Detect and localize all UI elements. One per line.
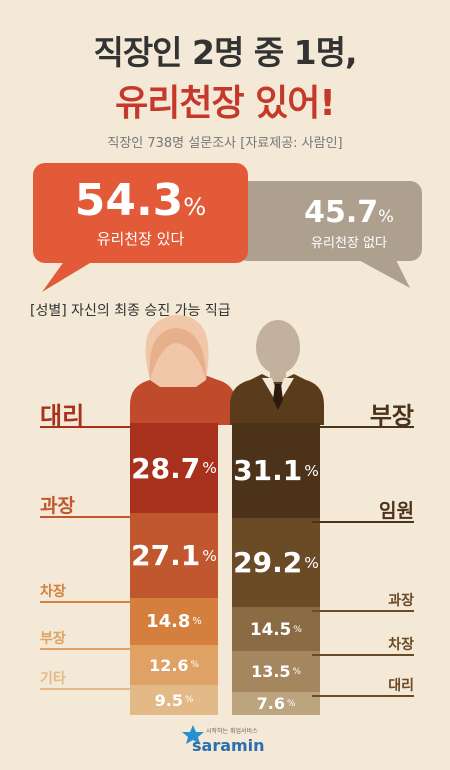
leader-line-female-4: [40, 688, 138, 690]
category-label-male-4: 대리: [388, 678, 414, 694]
bar-value-female-3: 12.6: [149, 655, 189, 675]
category-label-female-2: 차장: [40, 584, 66, 600]
bar-unit: %: [184, 695, 194, 705]
bar-value-male-4: 7.6: [256, 694, 285, 713]
bar-segment-female-0: 28.7%: [130, 423, 218, 513]
bar-segment-male-4: 7.6%: [232, 692, 320, 715]
leader-line-male-0: [312, 426, 414, 428]
bar-segment-male-1: 29.2%: [232, 518, 320, 607]
bar-unit: %: [202, 459, 217, 477]
star-icon: [182, 725, 204, 744]
title-line-1: 직장인 2명 중 1명,: [93, 33, 357, 72]
category-label-female-3: 부장: [40, 631, 66, 647]
red-bubble-tail: [42, 260, 95, 292]
bar-unit: %: [286, 698, 296, 709]
category-label-female-1: 과장: [40, 495, 75, 517]
category-label-male-1: 임원: [379, 500, 414, 522]
bar-value-female-2: 14.8: [146, 611, 191, 632]
leader-line-female-0: [40, 426, 138, 428]
yes-value: 54.3: [74, 175, 184, 226]
bar-segment-male-3: 13.5%: [232, 651, 320, 692]
section-title: [성별] 자신의 최종 승진 가능 직급: [30, 303, 231, 319]
bubble-tails: [42, 258, 410, 292]
yes-label: 유리천장 있다: [96, 230, 185, 248]
glass-ceiling-bubble: 54.3% 유리천장 있다: [33, 163, 248, 263]
bar-segment-female-4: 9.5%: [130, 685, 218, 715]
female-figure-icon: [130, 315, 236, 425]
gray-bubble-tail: [355, 258, 410, 288]
bar-unit: %: [190, 660, 199, 670]
category-label-male-0: 부장: [369, 402, 414, 430]
bar-value-male-1: 29.2: [233, 546, 303, 579]
saramin-logo: 시작하는 취업서비스 saramin: [182, 724, 274, 764]
no-label: 유리천장 없다: [311, 236, 387, 251]
bar-segment-female-3: 12.6%: [130, 645, 218, 685]
bar-unit: %: [304, 553, 319, 572]
no-value: 45.7: [304, 195, 379, 230]
logo-tagline: 시작하는 취업서비스: [206, 728, 258, 735]
bar-segment-female-1: 27.1%: [130, 513, 218, 598]
title-line-2: 유리천장 있어!: [115, 83, 336, 124]
bar-value-male-0: 31.1: [233, 454, 303, 487]
bar-unit: %: [293, 623, 302, 635]
yes-unit: %: [183, 193, 207, 221]
leader-line-male-2: [312, 610, 414, 612]
category-label-female-4: 기타: [40, 671, 66, 687]
leader-line-female-2: [40, 601, 138, 603]
bar-unit: %: [304, 461, 319, 480]
male-figure-icon: [230, 320, 324, 425]
bar-value-female-0: 28.7: [131, 451, 201, 485]
bar-segment-female-2: 14.8%: [130, 598, 218, 645]
leader-line-male-1: [312, 521, 414, 523]
bar-value-female-1: 27.1: [131, 539, 201, 572]
logo-text: saramin: [192, 736, 265, 755]
no-glass-ceiling-bubble: 45.7% 유리천장 없다: [236, 181, 422, 261]
category-label-male-3: 차장: [388, 637, 414, 653]
bar-segment-male-2: 14.5%: [232, 607, 320, 651]
no-unit: %: [378, 207, 394, 226]
leader-line-male-3: [312, 654, 414, 656]
category-label-male-2: 과장: [388, 593, 414, 609]
leader-line-female-3: [40, 648, 138, 650]
leader-line-male-4: [312, 695, 414, 697]
bar-unit: %: [292, 666, 301, 677]
bar-unit: %: [202, 546, 217, 565]
bar-value-male-2: 14.5: [250, 619, 292, 639]
bar-unit: %: [192, 616, 202, 627]
category-label-female-0: 대리: [40, 402, 85, 430]
bar-value-female-4: 9.5: [154, 690, 183, 710]
bar-value-male-3: 13.5: [251, 662, 291, 681]
leader-line-female-1: [40, 516, 138, 518]
source-note: 직장인 738명 설문조사 [자료제공: 사람인]: [107, 136, 343, 151]
bar-segment-male-0: 31.1%: [232, 423, 320, 518]
